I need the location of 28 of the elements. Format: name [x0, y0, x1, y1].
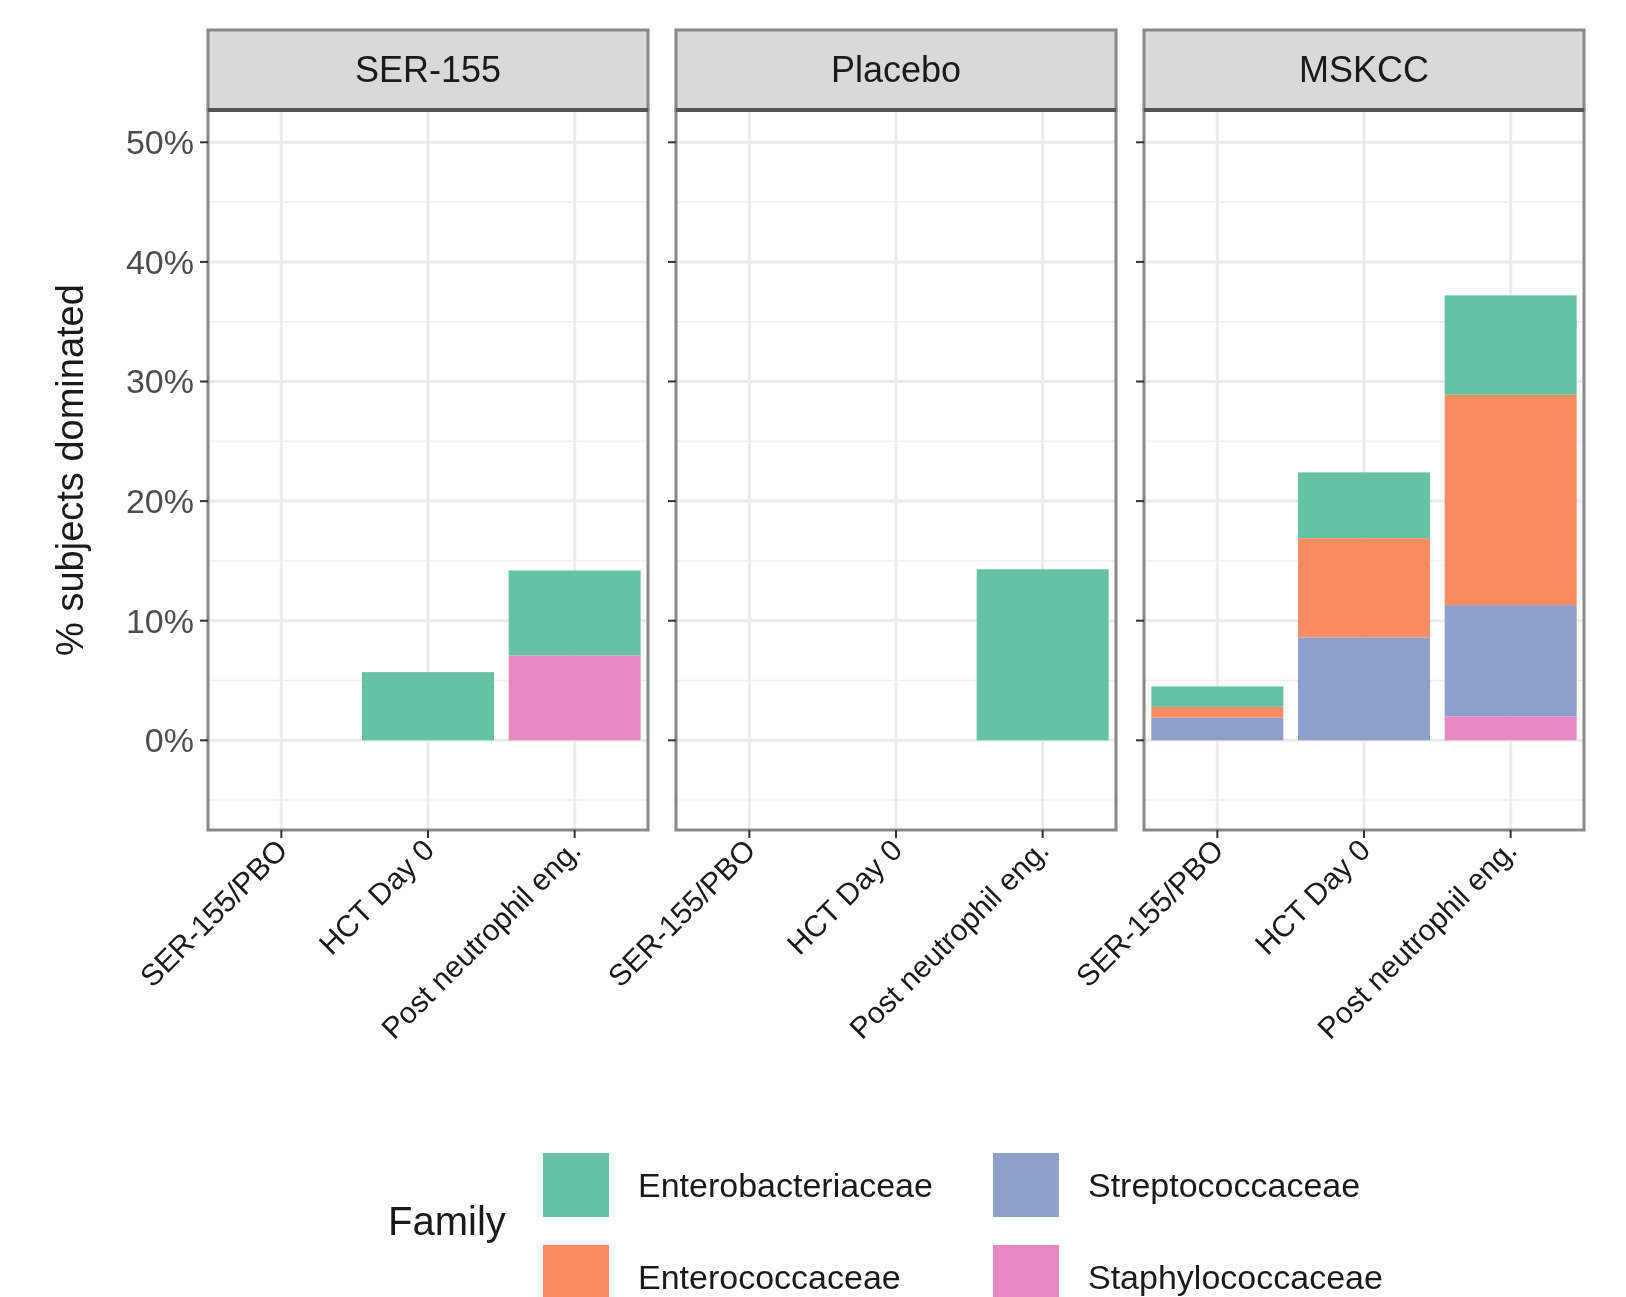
bar	[1151, 717, 1284, 741]
y-tick-label: 30%	[125, 362, 194, 401]
bar	[1298, 637, 1430, 741]
y-tick-label: 0%	[144, 721, 194, 760]
bar	[1444, 295, 1577, 395]
legend-label: Enterococcaceae	[638, 1258, 901, 1296]
bar	[1444, 605, 1577, 717]
legend-label: Staphylococcaceae	[1088, 1258, 1383, 1296]
bar	[1444, 716, 1577, 741]
bar	[508, 655, 641, 741]
bar	[1444, 394, 1577, 606]
legend-title: Family	[388, 1199, 506, 1243]
chart-title: MSKCC	[1298, 49, 1430, 90]
y-tick-label: 20%	[125, 482, 194, 521]
bar	[1151, 686, 1284, 707]
y-tick-label: 10%	[125, 601, 194, 640]
bar	[1298, 472, 1430, 539]
bar	[1298, 538, 1430, 638]
chart-title: SER-155	[354, 49, 502, 90]
y-tick-label: 50%	[125, 123, 194, 162]
y-tick-label: 40%	[125, 242, 194, 281]
legend-label: Enterobacteriaceae	[638, 1166, 933, 1204]
legend-label: Streptococcaceae	[1088, 1166, 1361, 1204]
chart-title: Placebo	[830, 49, 962, 90]
bar	[508, 570, 641, 656]
bar	[362, 672, 494, 741]
y-axis-title: % subjects dominated	[49, 284, 91, 656]
bar	[1151, 706, 1284, 718]
